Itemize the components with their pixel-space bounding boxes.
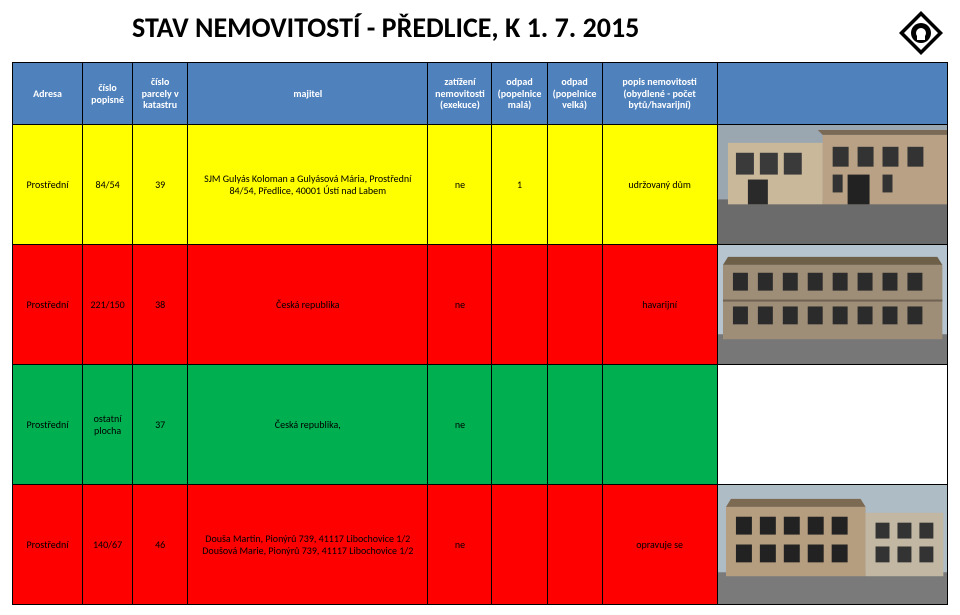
table-row: Prostřední 221/150 38 Česká republika ne… (13, 245, 948, 365)
logo-emblem (898, 10, 944, 56)
cell-majitel: Douša Martin, Pionýrů 739, 41117 Libocho… (188, 485, 428, 605)
cell-majitel: Česká republika, (188, 365, 428, 485)
table-row: Prostřední ostatní plocha 37 Česká repub… (13, 365, 948, 485)
cell-exekuce: ne (428, 245, 492, 365)
cell-popisne: 84/54 (83, 125, 133, 245)
cell-popis: havarijní (602, 245, 717, 365)
table-row: Prostřední 84/54 39 SJM Gulyás Koloman a… (13, 125, 948, 245)
cell-velka (547, 365, 602, 485)
cell-velka (547, 125, 602, 245)
cell-adresa: Prostřední (13, 365, 83, 485)
col-image (717, 63, 947, 125)
cell-exekuce: ne (428, 485, 492, 605)
col-parcela: číslo parcely v katastru (133, 63, 188, 125)
cell-popisne: 221/150 (83, 245, 133, 365)
col-exekuce: zatížení nemovitosti (exekuce) (428, 63, 492, 125)
cell-photo (717, 245, 947, 365)
col-mala: odpad (popelnice malá) (492, 63, 547, 125)
cell-popisne: ostatní plocha (83, 365, 133, 485)
cell-parcela: 46 (133, 485, 188, 605)
cell-mala (492, 485, 547, 605)
cell-velka (547, 485, 602, 605)
cell-majitel: Česká republika (188, 245, 428, 365)
cell-popis: opravuje se (602, 485, 717, 605)
cell-photo (717, 365, 947, 485)
cell-parcela: 37 (133, 365, 188, 485)
cell-exekuce: ne (428, 365, 492, 485)
cell-majitel: SJM Gulyás Koloman a Gulyásová Mária, Pr… (188, 125, 428, 245)
col-velka: odpad (popelnice velká) (547, 63, 602, 125)
col-adresa: Adresa (13, 63, 83, 125)
cell-parcela: 39 (133, 125, 188, 245)
cell-velka (547, 245, 602, 365)
table-header-row: Adresa číslo popisné číslo parcely v kat… (13, 63, 948, 125)
cell-popis: udržovaný dům (602, 125, 717, 245)
cell-mala: 1 (492, 125, 547, 245)
property-table: Adresa číslo popisné číslo parcely v kat… (12, 62, 948, 605)
cell-mala (492, 245, 547, 365)
col-majitel: majitel (188, 63, 428, 125)
cell-adresa: Prostřední (13, 245, 83, 365)
table-row: Prostřední 140/67 46 Douša Martin, Pioný… (13, 485, 948, 605)
page-title: STAV NEMOVITOSTÍ - PŘEDLICE, K 1. 7. 201… (132, 10, 639, 45)
cell-adresa: Prostřední (13, 125, 83, 245)
page-header: STAV NEMOVITOSTÍ - PŘEDLICE, K 1. 7. 201… (12, 10, 948, 56)
cell-parcela: 38 (133, 245, 188, 365)
cell-mala (492, 365, 547, 485)
cell-photo (717, 125, 947, 245)
col-popisne: číslo popisné (83, 63, 133, 125)
cell-adresa: Prostřední (13, 485, 83, 605)
col-popis: popis nemovitosti (obydlené - počet bytů… (602, 63, 717, 125)
cell-popis (602, 365, 717, 485)
cell-popisne: 140/67 (83, 485, 133, 605)
cell-exekuce: ne (428, 125, 492, 245)
cell-photo (717, 485, 947, 605)
